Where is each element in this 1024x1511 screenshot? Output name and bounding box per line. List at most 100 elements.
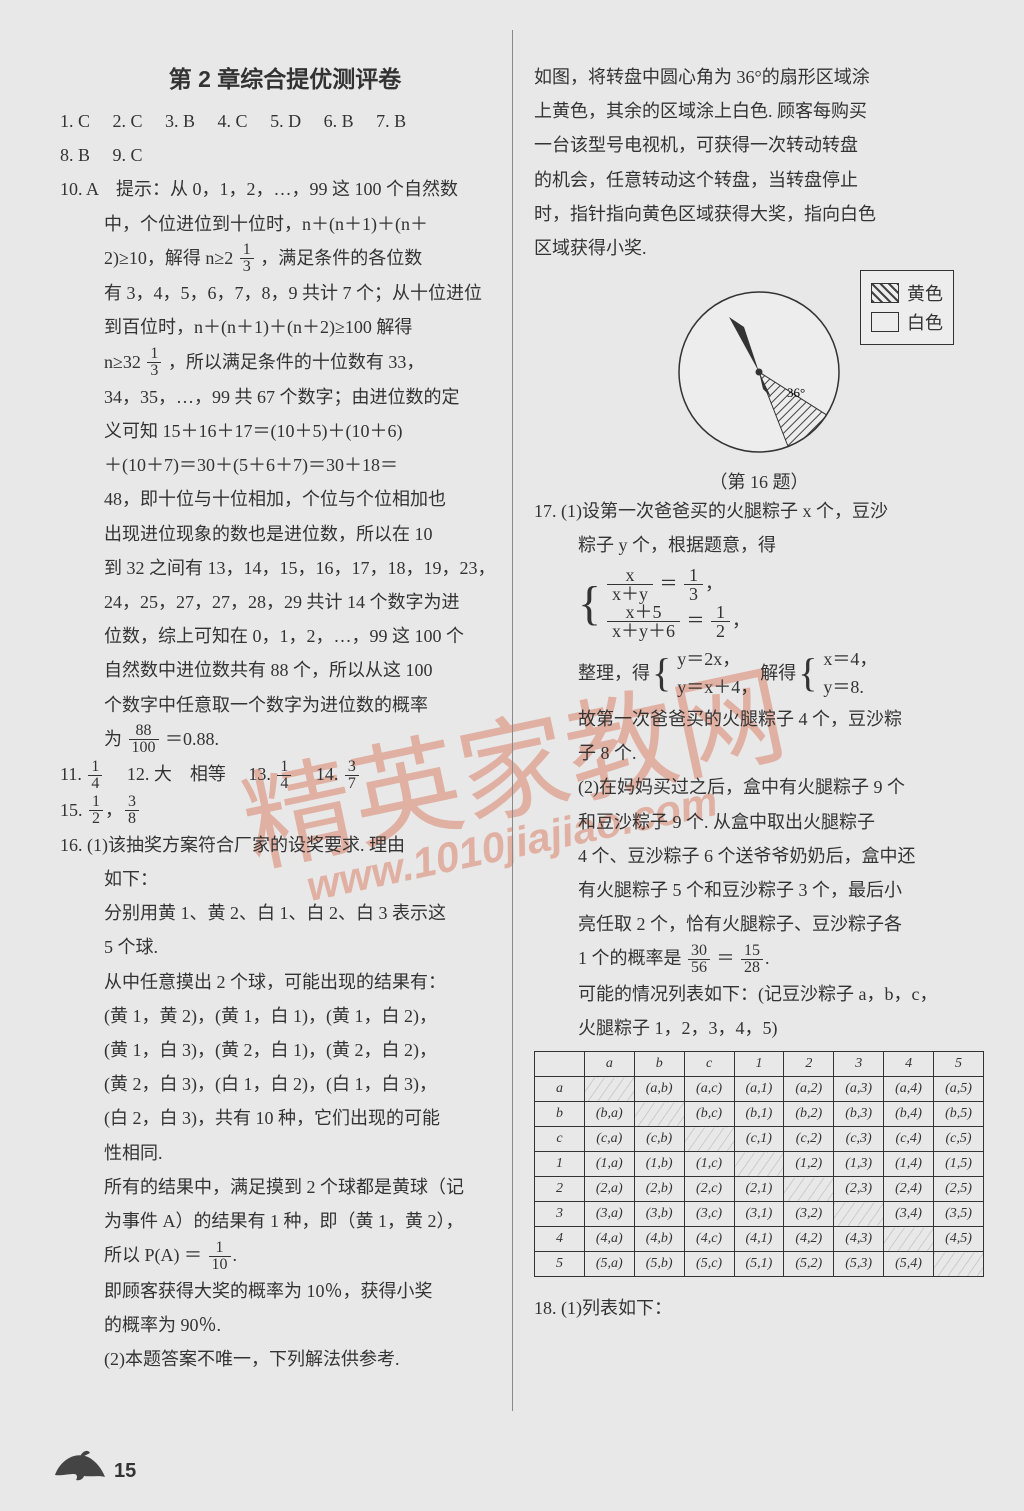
- q18: 18. (1)列表如下：: [534, 1291, 984, 1325]
- q15-frac-b: 38: [125, 794, 139, 827]
- sys1-r2-left: x＋5x＋y＋6: [607, 603, 680, 640]
- table-cell: (b,a): [584, 1102, 634, 1127]
- table-header-cell: 3: [834, 1052, 884, 1077]
- q17-l6: 4 个、豆沙粽子 6 个送爷爷奶奶后，盒中还: [534, 839, 984, 873]
- table-cell: (5,1): [734, 1252, 784, 1277]
- q10-p16-before: 为: [104, 729, 122, 749]
- q11-14-row: 11. 14 12. 大 相等 13. 14 14. 37: [60, 757, 510, 792]
- table-cell: (c,2): [784, 1127, 834, 1152]
- table-row: 2(2,a)(2,b)(2,c)(2,1)(2,3)(2,4)(2,5): [535, 1177, 984, 1202]
- sys1-body: xx＋y ＝ 13， x＋5x＋y＋6 ＝ 12，: [605, 567, 750, 641]
- q10-p2: 2)≥10，解得 n≥2 13 ，满足条件的各位数: [60, 241, 510, 276]
- q10-p12: 24，25，27，27，28，29 共计 14 个数字为进: [60, 585, 510, 619]
- q10-p5-after: ，所以满足条件的十位数有 33，: [168, 352, 425, 372]
- q10-p6: 34，35，…，99 共 67 个数字；由进位数的定: [60, 380, 510, 414]
- spinner-legend: 黄色 白色: [860, 270, 954, 345]
- table-cell: (c,4): [884, 1127, 934, 1152]
- q14-label: 14.: [316, 764, 339, 784]
- table-cell: (b,3): [834, 1102, 884, 1127]
- q16-l13-before: 所以 P(A) ＝: [104, 1245, 202, 1265]
- table-cell: (1,2): [784, 1152, 834, 1177]
- q16-l13: 所以 P(A) ＝ 110.: [60, 1238, 510, 1273]
- table-cell: (3,2): [784, 1202, 834, 1227]
- table-cell: (c,1): [734, 1127, 784, 1152]
- table-cell: (a,3): [834, 1077, 884, 1102]
- table-cell: (5,3): [834, 1252, 884, 1277]
- table-cell: (b,5): [934, 1102, 984, 1127]
- q16-l6: (黄 1，黄 2)，(黄 1，白 1)，(黄 1，白 2)，: [60, 999, 510, 1033]
- q10-p7: 义可知 15＋16＋17＝(10＋5)＋(10＋6): [60, 414, 510, 448]
- table-cell: (5,c): [684, 1252, 734, 1277]
- q17-l7: 有火腿粽子 5 个和豆沙粽子 3 个，最后小: [534, 873, 984, 907]
- legend-yellow-row: 黄色: [871, 280, 943, 306]
- right-column: 如图，将转盘中圆心角为 36°的扇形区域涂 上黄色，其余的区域涂上白色. 顾客每…: [534, 60, 984, 1376]
- ans-6: 6. B: [324, 111, 354, 131]
- q16-l3: 分别用黄 1、黄 2、白 1、白 2、白 3 表示这: [60, 896, 510, 930]
- table-cell: (2,c): [684, 1177, 734, 1202]
- table-row-label: c: [535, 1127, 585, 1152]
- table-cell: (2,3): [834, 1177, 884, 1202]
- q17-l9-tail: .: [765, 948, 770, 968]
- table-row: 3(3,a)(3,b)(3,c)(3,1)(3,2)(3,4)(3,5): [535, 1202, 984, 1227]
- ans-3: 3. B: [165, 111, 195, 131]
- table-cell: (3,c): [684, 1202, 734, 1227]
- q17-l9: 1 个的概率是 3056 ＝ 1528.: [534, 941, 984, 976]
- table-row: b(b,a)(b,c)(b,1)(b,2)(b,3)(b,4)(b,5): [535, 1102, 984, 1127]
- q14-frac: 37: [345, 759, 359, 792]
- q11-label: 11.: [60, 764, 82, 784]
- frac-1-3b: 13: [147, 346, 161, 379]
- table-cell: [684, 1127, 734, 1152]
- q15-row: 15. 12，38: [60, 793, 510, 828]
- q16-l8: (黄 2，白 3)，(白 1，白 2)，(白 1，白 3)，: [60, 1067, 510, 1101]
- sys2b-r2: y＝8.: [823, 673, 877, 702]
- table-cell: (b,c): [684, 1102, 734, 1127]
- table-cell: (b,4): [884, 1102, 934, 1127]
- table-cell: [884, 1227, 934, 1252]
- frac-15-28: 1528: [741, 943, 763, 976]
- q17-l1: 粽子 y 个，根据题意，得: [534, 528, 984, 562]
- ans-7: 7. B: [376, 111, 406, 131]
- table-header-cell: 2: [784, 1052, 834, 1077]
- q10-p5-before: n≥32: [104, 352, 141, 372]
- chapter-title: 第 2 章综合提优测评卷: [60, 60, 510, 94]
- q15-label: 15.: [60, 800, 83, 820]
- sys2a: y＝2x， y＝x＋4，: [677, 645, 758, 703]
- sys2a-r1: y＝2x，: [677, 645, 758, 674]
- table-cell: (c,3): [834, 1127, 884, 1152]
- q10-p2-before: 2)≥10，解得 n≥2: [104, 248, 233, 268]
- table-cell: (5,a): [584, 1252, 634, 1277]
- r-intro-1: 如图，将转盘中圆心角为 36°的扇形区域涂: [534, 60, 984, 94]
- table-cell: (c,5): [934, 1127, 984, 1152]
- q16-lead: 16. (1)该抽奖方案符合厂家的设奖要求. 理由: [60, 828, 510, 862]
- table-cell: (4,b): [634, 1227, 684, 1252]
- sys1-r1-right: 13: [684, 566, 703, 603]
- page-number: 15: [114, 1460, 136, 1483]
- q10-p8: ＋(10＋7)＝30＋(5＋6＋7)＝30＋18＝: [60, 448, 510, 482]
- table-cell: (2,1): [734, 1177, 784, 1202]
- q11-frac: 14: [88, 759, 102, 792]
- table-cell: (1,c): [684, 1152, 734, 1177]
- table-cell: (2,4): [884, 1177, 934, 1202]
- table-cell: (3,a): [584, 1202, 634, 1227]
- table-cell: (a,2): [784, 1077, 834, 1102]
- ans-5: 5. D: [270, 111, 301, 131]
- q10-p13: 位数，综上可知在 0，1，2，…，99 这 100 个: [60, 619, 510, 653]
- table-cell: (1,b): [634, 1152, 684, 1177]
- mc-row-1: 1. C 2. C 3. B 4. C 5. D 6. B 7. B: [60, 104, 510, 138]
- sys1-r2-eq: ＝: [687, 610, 705, 630]
- q10-p16-after: ＝0.88.: [165, 729, 219, 749]
- q15-sep: ，: [105, 800, 123, 820]
- q10-p2-after: ，满足条件的各位数: [260, 248, 422, 268]
- q13-label: 13.: [248, 764, 271, 784]
- legend-white-row: 白色: [871, 309, 943, 335]
- table-cell: (5,2): [784, 1252, 834, 1277]
- table-cell: (4,a): [584, 1227, 634, 1252]
- table-cell: (2,5): [934, 1177, 984, 1202]
- q17-l9-eq: ＝: [717, 948, 735, 968]
- table-cell: (4,3): [834, 1227, 884, 1252]
- arr-label: 整理，得: [578, 656, 650, 690]
- q16-l12: 为事件 A）的结果有 1 种，即（黄 1，黄 2），: [60, 1204, 510, 1238]
- table-cell: [834, 1202, 884, 1227]
- table-cell: [784, 1177, 834, 1202]
- q16-l13-after: .: [233, 1245, 238, 1265]
